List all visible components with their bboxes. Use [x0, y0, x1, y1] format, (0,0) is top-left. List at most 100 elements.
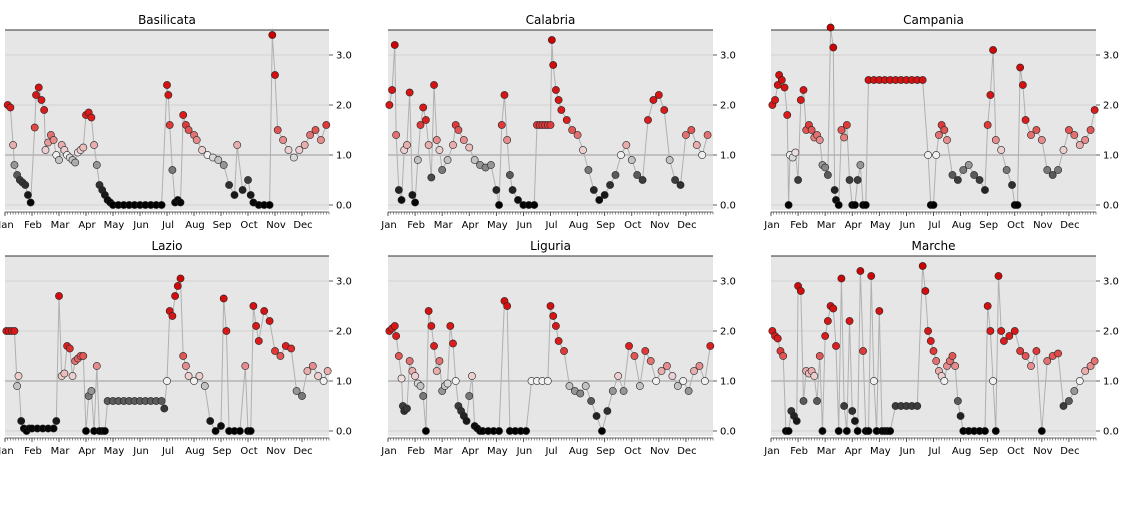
data-point — [830, 186, 839, 194]
data-point — [799, 397, 808, 405]
data-point — [500, 91, 509, 99]
data-point — [225, 181, 233, 189]
data-point — [252, 322, 260, 330]
y-tick-label: 0.0 — [720, 427, 736, 438]
x-tick-label: Mar — [817, 446, 837, 457]
data-point — [435, 357, 444, 365]
y-tick-label: 3.0 — [336, 277, 352, 288]
y-tick-label: 1.0 — [1103, 377, 1119, 388]
data-point — [614, 372, 623, 380]
data-point — [397, 374, 406, 383]
data-point — [783, 111, 792, 119]
data-point — [834, 201, 843, 209]
data-point — [65, 344, 74, 353]
data-point — [271, 347, 279, 355]
y-tick-label: 3.0 — [1103, 277, 1119, 288]
data-point — [554, 337, 563, 345]
y-tick-label: 3.0 — [336, 51, 352, 62]
data-point — [1002, 166, 1011, 174]
x-tick-label: Jan — [0, 220, 14, 231]
data-point — [975, 176, 984, 184]
x-tick-label: Oct — [1007, 220, 1024, 231]
x-tick-label: Feb — [24, 220, 42, 231]
data-point — [176, 198, 185, 207]
data-point — [660, 106, 669, 114]
data-point — [690, 367, 698, 375]
data-point — [646, 357, 655, 365]
x-tick-label: Aug — [185, 446, 205, 457]
data-point — [200, 382, 209, 390]
data-point — [319, 377, 328, 385]
data-point — [981, 427, 989, 435]
x-tick-label: Apr — [78, 220, 96, 231]
data-point — [970, 171, 979, 179]
data-point — [870, 377, 878, 385]
data-point — [864, 427, 873, 435]
x-tick-label: Oct — [624, 446, 641, 457]
data-point — [546, 302, 555, 310]
x-tick-label: Dec — [293, 220, 312, 231]
data-point — [244, 176, 252, 184]
data-point — [271, 71, 279, 79]
data-point — [924, 327, 932, 335]
data-point — [964, 161, 973, 169]
data-point — [796, 96, 805, 104]
data-point — [773, 334, 782, 343]
data-point — [673, 382, 682, 390]
data-point — [26, 198, 35, 207]
data-point — [397, 196, 406, 204]
data-point — [630, 352, 639, 360]
data-point — [826, 23, 835, 32]
data-point — [1027, 362, 1035, 370]
data-point — [622, 141, 631, 149]
data-point — [1005, 332, 1014, 340]
x-tick-label: Jun — [516, 220, 533, 231]
data-point — [953, 176, 962, 184]
data-point — [289, 153, 298, 162]
data-point — [322, 121, 331, 129]
data-point — [818, 427, 827, 435]
data-point — [385, 101, 394, 109]
data-point — [842, 427, 851, 435]
data-point — [1090, 106, 1099, 114]
data-point — [780, 83, 789, 92]
data-point — [956, 412, 965, 420]
data-point — [918, 76, 927, 84]
data-point — [1037, 136, 1046, 144]
data-point — [1086, 362, 1095, 370]
x-tick-label: Jun — [899, 446, 916, 457]
data-point — [49, 136, 58, 144]
x-tick-label: Apr — [845, 446, 863, 457]
data-point — [171, 292, 179, 300]
data-point — [55, 292, 63, 300]
data-point — [821, 332, 830, 340]
x-tick-label: May — [870, 446, 891, 457]
data-point — [217, 422, 225, 430]
data-point — [449, 141, 457, 149]
data-point — [249, 302, 258, 310]
data-point — [997, 327, 1006, 335]
x-tick-label: Jun — [132, 220, 149, 231]
data-point — [1065, 397, 1073, 405]
data-point — [829, 43, 838, 52]
panel-title: Campania — [903, 13, 964, 27]
data-point — [1059, 146, 1068, 154]
data-point — [546, 121, 555, 129]
data-point — [1070, 131, 1079, 139]
data-point — [986, 91, 995, 99]
data-point — [581, 382, 590, 390]
data-point — [840, 402, 849, 410]
data-point — [671, 176, 679, 184]
data-point — [810, 372, 819, 380]
data-point — [576, 389, 585, 398]
panel-basilicata: Basilicata Jan Feb Mar Apr May Jun Jul Aug Sep Oct… — [0, 13, 352, 231]
data-point — [983, 121, 992, 129]
data-point — [505, 171, 514, 179]
x-tick-label: Nov — [266, 446, 286, 457]
data-point — [392, 332, 401, 340]
data-point — [791, 148, 800, 157]
data-point — [573, 131, 582, 139]
data-point — [254, 337, 263, 345]
x-tick-label: May — [870, 220, 891, 231]
y-tick-label: 1.0 — [720, 377, 736, 388]
